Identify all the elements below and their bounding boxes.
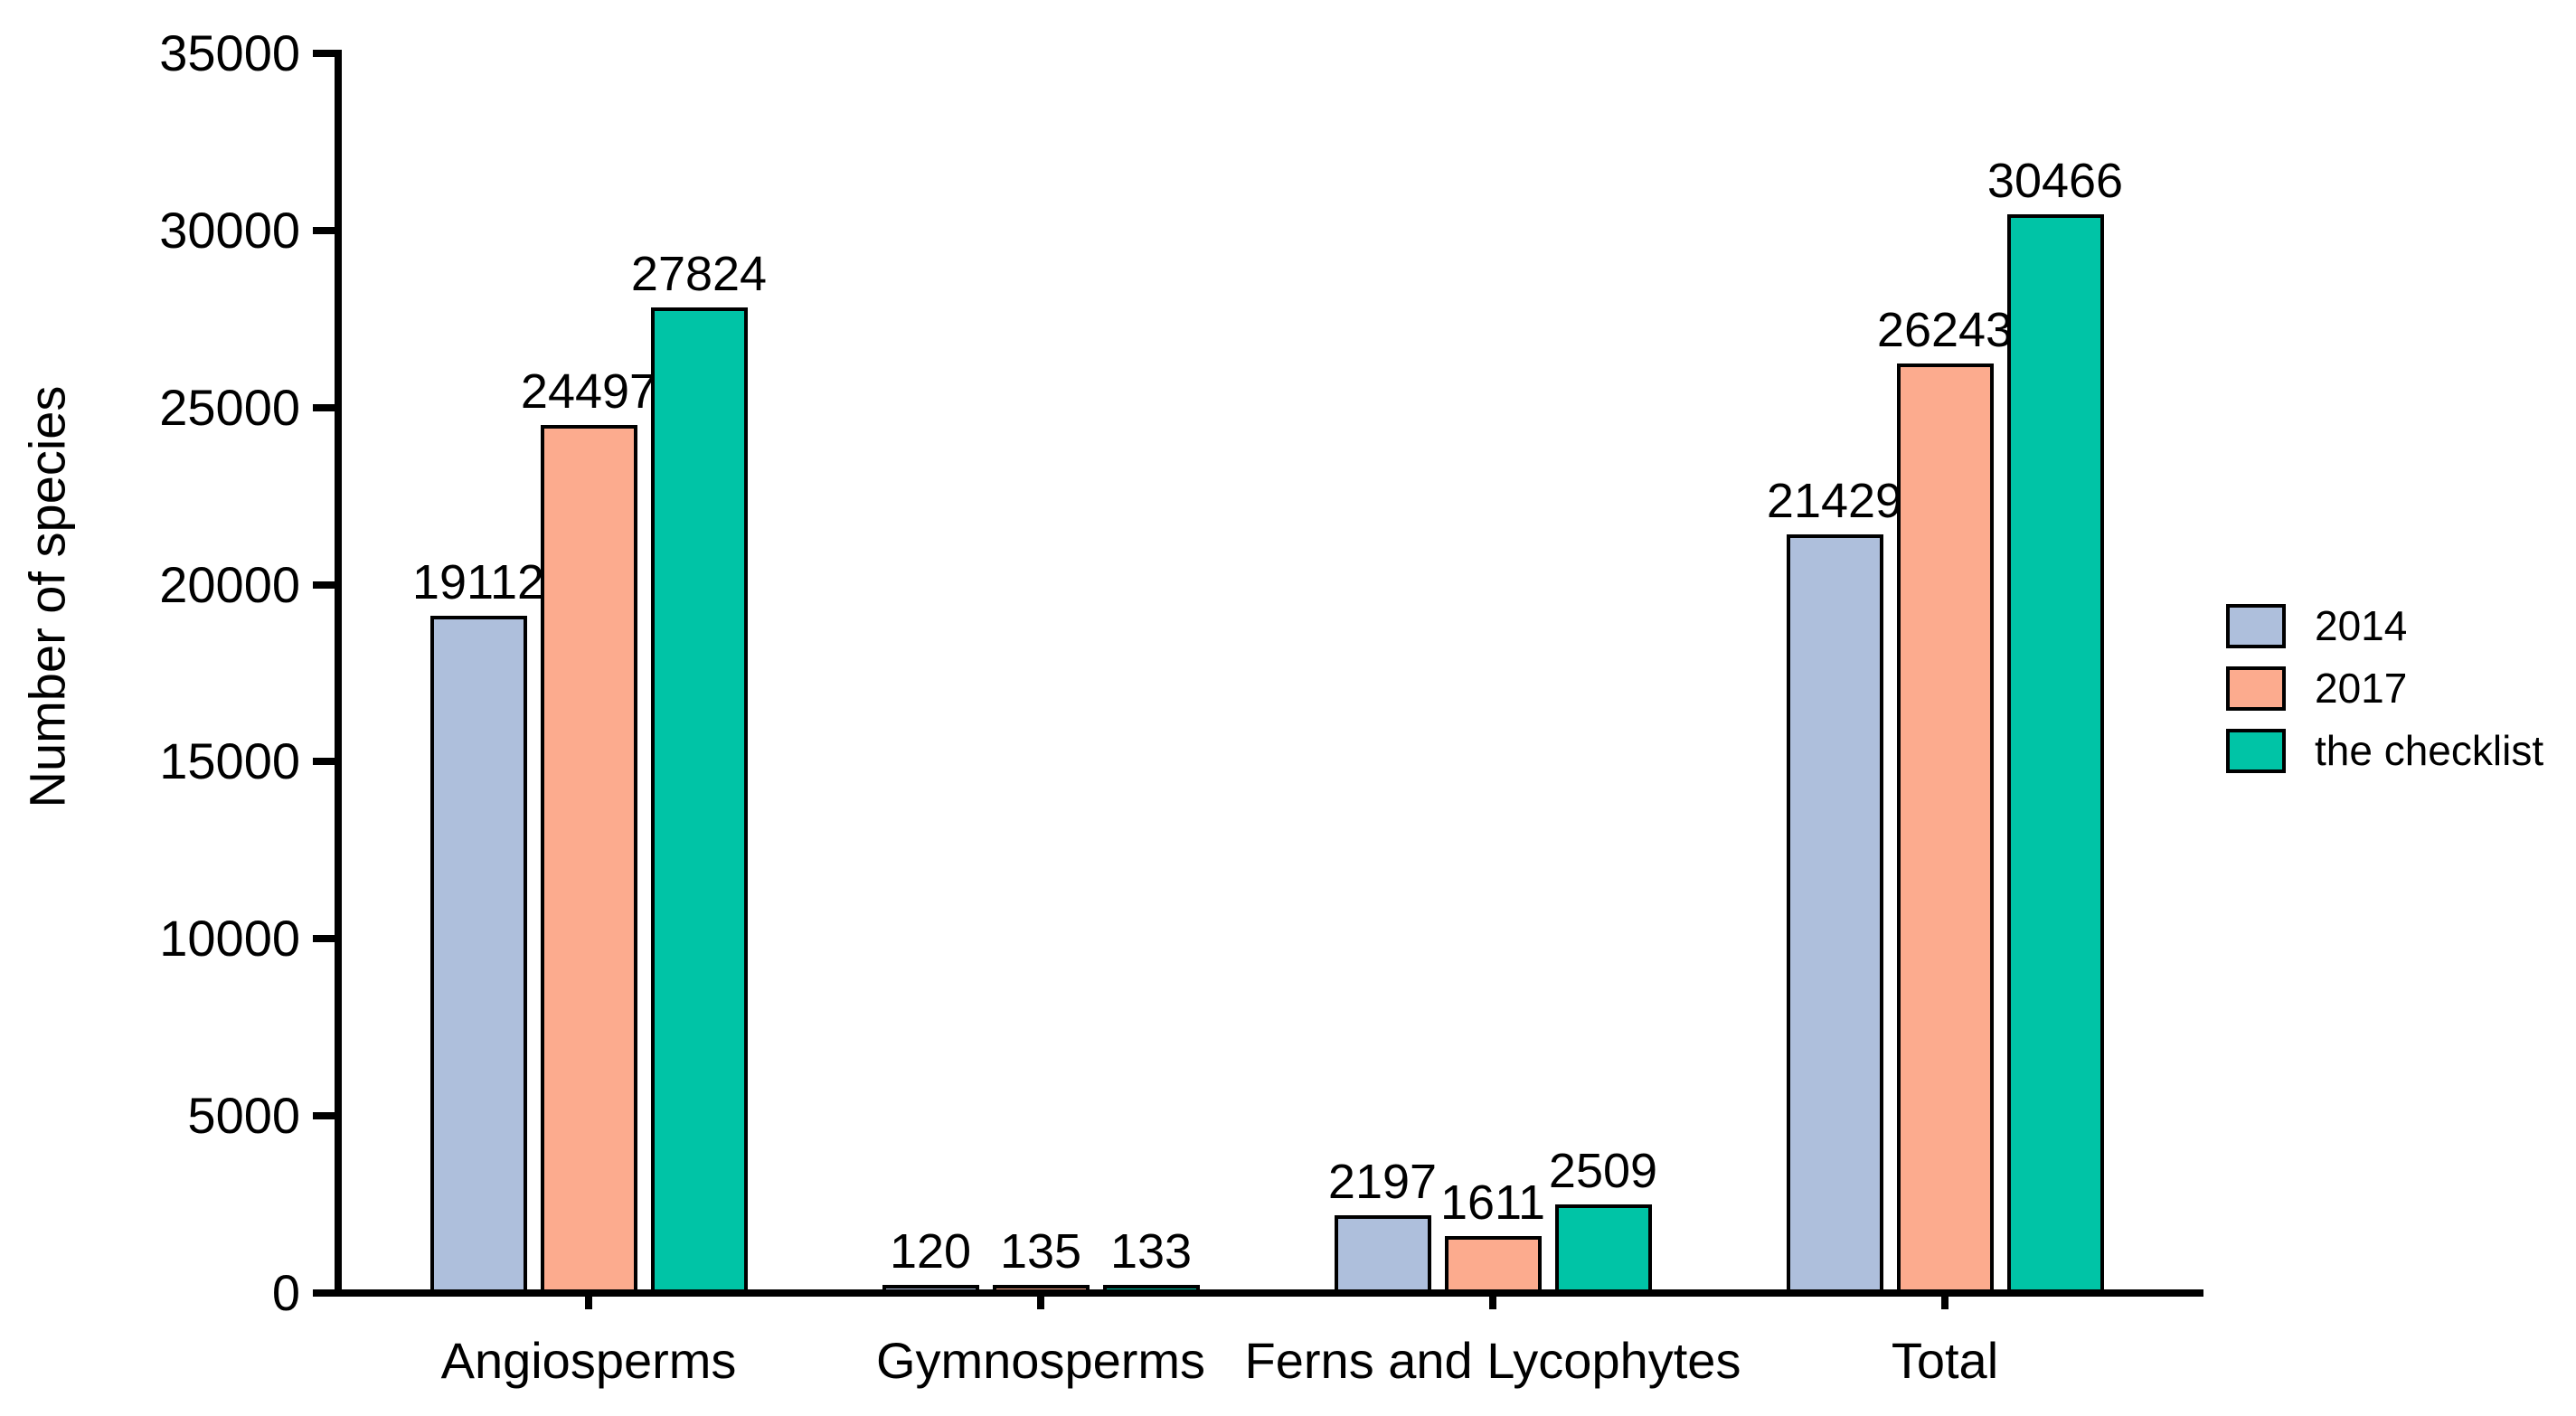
- y-tick-label: 0: [271, 1264, 300, 1321]
- legend-label: the checklist: [2315, 727, 2544, 774]
- bar-the-checklist-Angiosperms: [650, 307, 748, 1293]
- legend-swatch-icon: [2226, 729, 2286, 773]
- y-axis-line: [335, 50, 342, 1297]
- bar-value-label: 27824: [630, 247, 768, 301]
- bar-value-label: 24497: [520, 364, 657, 419]
- bar-2017-Angiosperms: [540, 425, 637, 1293]
- bar-value-label: 21429: [1766, 474, 1903, 528]
- y-tick-label: 20000: [159, 555, 300, 613]
- bar-value-label: 19112: [411, 555, 545, 609]
- x-tick-mark: [585, 1297, 592, 1309]
- bar-value-label: 2509: [1548, 1144, 1658, 1198]
- y-tick-label: 35000: [159, 24, 300, 81]
- bar-value-label: 30466: [1986, 154, 2124, 208]
- y-tick-label: 15000: [159, 732, 300, 790]
- y-tick-mark: [313, 226, 338, 234]
- x-tick-mark: [1037, 1297, 1044, 1309]
- x-category-label: Angiosperms: [440, 1332, 737, 1389]
- bar-2017-Ferns-and-Lycophytes: [1444, 1236, 1542, 1293]
- legend: 2014 2017 the checklist: [2226, 604, 2543, 773]
- y-tick-mark: [313, 1289, 338, 1297]
- legend-item: 2014: [2226, 604, 2543, 648]
- bar-the-checklist-Ferns-and-Lycophytes: [1554, 1204, 1652, 1293]
- bar-2014-Ferns-and-Lycophytes: [1334, 1215, 1431, 1293]
- x-tick-mark: [1941, 1297, 1949, 1309]
- legend-swatch-icon: [2226, 666, 2286, 711]
- y-tick-mark: [313, 935, 338, 943]
- y-tick-mark: [313, 50, 338, 57]
- legend-item: the checklist: [2226, 729, 2543, 773]
- x-category-label: Total: [1891, 1332, 1999, 1389]
- bar-value-label: 2197: [1327, 1155, 1438, 1209]
- bar-value-label: 135: [999, 1224, 1082, 1279]
- y-tick-mark: [313, 1112, 338, 1120]
- y-tick-label: 10000: [159, 910, 300, 968]
- y-tick-label: 25000: [159, 378, 300, 436]
- bar-the-checklist-Total: [2006, 214, 2104, 1293]
- legend-label: 2014: [2315, 602, 2408, 649]
- x-category-label: Gymnosperms: [875, 1332, 1206, 1389]
- x-axis-line: [335, 1289, 2203, 1297]
- x-tick-mark: [1489, 1297, 1496, 1309]
- legend-item: 2017: [2226, 666, 2543, 711]
- bar-value-label: 133: [1109, 1224, 1193, 1279]
- bar-2017-Total: [1896, 363, 1994, 1293]
- x-category-label: Ferns and Lycophytes: [1244, 1332, 1741, 1389]
- bar-2017-Gymnosperms: [992, 1285, 1090, 1293]
- y-tick-label: 30000: [159, 201, 300, 259]
- bar-value-label: 120: [889, 1224, 972, 1279]
- y-tick-mark: [313, 758, 338, 766]
- bar-2014-Total: [1786, 534, 1883, 1293]
- legend-label: 2017: [2315, 665, 2408, 712]
- bar-value-label: 26243: [1876, 303, 2014, 357]
- y-tick-mark: [313, 581, 338, 589]
- bar-the-checklist-Gymnosperms: [1102, 1285, 1200, 1293]
- bar-2014-Angiosperms: [429, 616, 527, 1293]
- y-tick-label: 5000: [187, 1087, 300, 1145]
- bar-2014-Gymnosperms: [882, 1285, 979, 1293]
- y-tick-mark: [313, 403, 338, 411]
- legend-swatch-icon: [2226, 604, 2286, 648]
- bar-value-label: 1611: [1439, 1175, 1546, 1230]
